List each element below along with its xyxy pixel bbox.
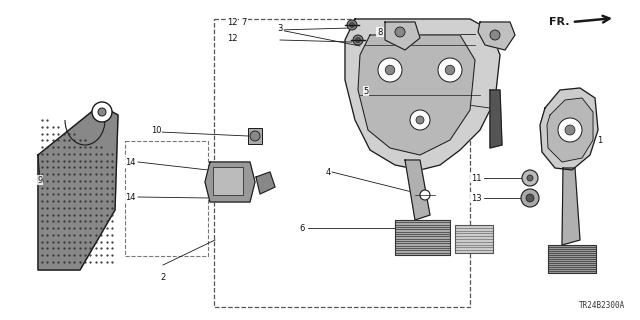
Bar <box>395 220 450 255</box>
Circle shape <box>558 118 582 142</box>
Bar <box>455 225 493 253</box>
Circle shape <box>385 65 395 75</box>
Polygon shape <box>256 172 275 194</box>
Circle shape <box>490 30 500 40</box>
Circle shape <box>250 131 260 141</box>
Polygon shape <box>478 22 515 50</box>
Circle shape <box>438 58 462 82</box>
Polygon shape <box>547 98 593 162</box>
Bar <box>125 141 208 256</box>
Polygon shape <box>562 168 580 245</box>
Circle shape <box>98 108 106 116</box>
Text: 12: 12 <box>227 18 237 27</box>
Text: 6: 6 <box>300 223 305 233</box>
Text: 2: 2 <box>161 274 166 283</box>
Text: 12: 12 <box>227 34 237 43</box>
Bar <box>214 19 470 307</box>
Text: 14: 14 <box>125 193 135 202</box>
Text: 5: 5 <box>364 86 369 95</box>
Polygon shape <box>345 19 500 170</box>
Circle shape <box>526 194 534 202</box>
Circle shape <box>527 175 533 181</box>
Circle shape <box>347 20 357 30</box>
Text: 9: 9 <box>37 175 43 185</box>
Circle shape <box>349 22 355 28</box>
Text: 1: 1 <box>597 135 603 145</box>
Circle shape <box>395 27 405 37</box>
Polygon shape <box>540 88 598 170</box>
Text: 7: 7 <box>241 18 246 27</box>
Text: FR.: FR. <box>550 17 570 27</box>
Text: 4: 4 <box>325 167 331 177</box>
Circle shape <box>92 102 112 122</box>
Polygon shape <box>205 162 255 202</box>
Bar <box>248 128 262 144</box>
Bar <box>548 245 596 273</box>
Bar <box>213 167 243 195</box>
Text: 3: 3 <box>277 23 283 33</box>
Circle shape <box>565 125 575 135</box>
Circle shape <box>420 190 430 200</box>
Polygon shape <box>385 22 420 50</box>
Text: 10: 10 <box>151 125 161 134</box>
Text: 11: 11 <box>471 173 481 182</box>
Polygon shape <box>38 105 118 270</box>
Text: TR24B2300A: TR24B2300A <box>579 301 625 310</box>
Circle shape <box>378 58 402 82</box>
Circle shape <box>355 37 360 43</box>
Circle shape <box>416 116 424 124</box>
Polygon shape <box>358 35 475 155</box>
Text: 13: 13 <box>470 194 481 203</box>
Circle shape <box>353 35 363 45</box>
Circle shape <box>522 170 538 186</box>
Polygon shape <box>490 90 502 148</box>
Text: 14: 14 <box>125 157 135 166</box>
Circle shape <box>410 110 430 130</box>
Circle shape <box>521 189 539 207</box>
Polygon shape <box>405 160 430 220</box>
Circle shape <box>445 65 455 75</box>
Text: 8: 8 <box>378 28 383 36</box>
